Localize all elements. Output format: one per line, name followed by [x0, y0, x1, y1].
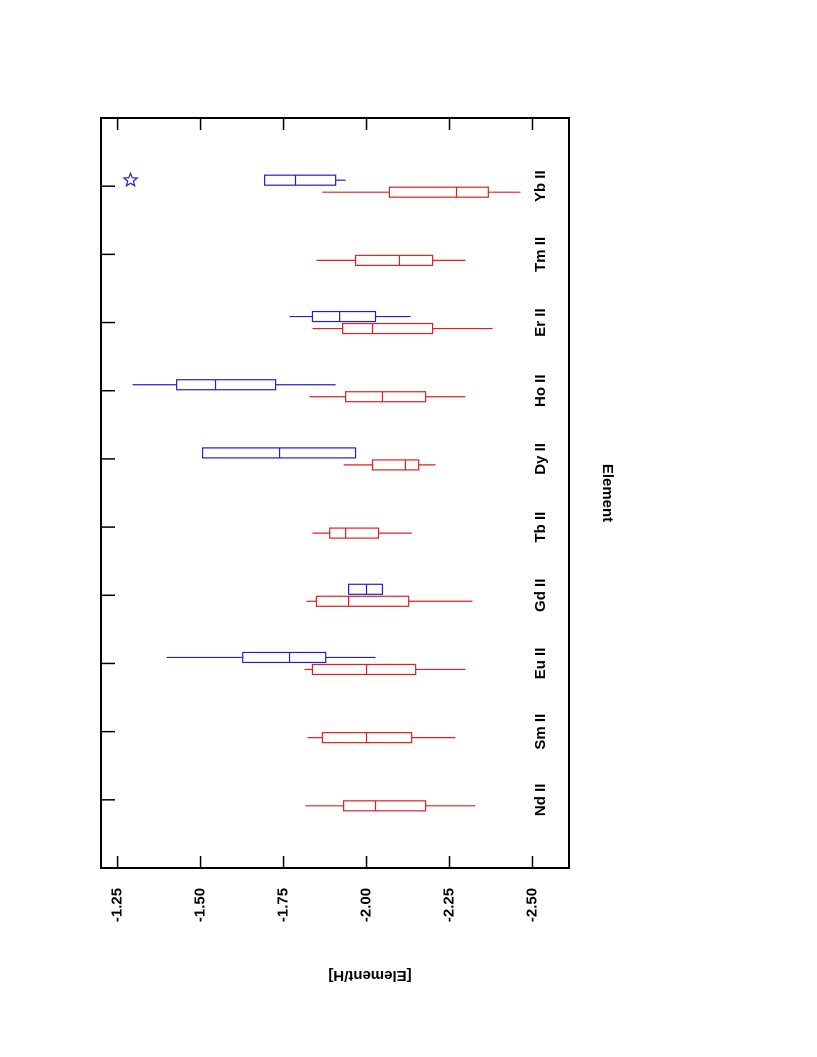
box	[311, 310, 377, 323]
box	[348, 583, 384, 595]
box	[264, 174, 337, 186]
star-marker	[122, 171, 139, 188]
x-tick-label: Tm II	[532, 237, 549, 272]
y-tick-label: -1.25	[109, 888, 126, 922]
box	[242, 651, 327, 664]
y-axis-label: [Element/H]	[328, 967, 411, 984]
x-tick-label: Yb II	[532, 170, 549, 202]
y-tick-label: -1.50	[192, 888, 209, 922]
y-tick-label: -2.50	[523, 888, 540, 922]
box	[371, 459, 420, 471]
box	[354, 254, 434, 266]
x-tick-label: Dy II	[532, 443, 549, 475]
x-tick-label: Sm II	[532, 714, 549, 750]
y-tick-label: -2.00	[358, 888, 375, 922]
x-axis-label: Element	[599, 464, 616, 522]
x-tick-label: Tb II	[532, 512, 549, 543]
x-tick-label: Ho II	[532, 374, 549, 407]
x-tick-label: Gd II	[532, 579, 549, 612]
x-tick-label: Er II	[532, 308, 549, 336]
box	[342, 322, 434, 335]
box	[388, 186, 489, 198]
y-tick-label: -1.75	[275, 888, 292, 922]
x-tick-label: Nd II	[532, 784, 549, 817]
box	[176, 379, 277, 391]
y-tick-label: -2.25	[440, 888, 457, 922]
box	[329, 527, 380, 539]
box	[315, 595, 410, 607]
x-tick-label: Eu II	[532, 648, 549, 680]
box	[343, 800, 427, 812]
box	[311, 663, 417, 676]
plot-frame	[100, 117, 570, 869]
box	[345, 391, 427, 403]
